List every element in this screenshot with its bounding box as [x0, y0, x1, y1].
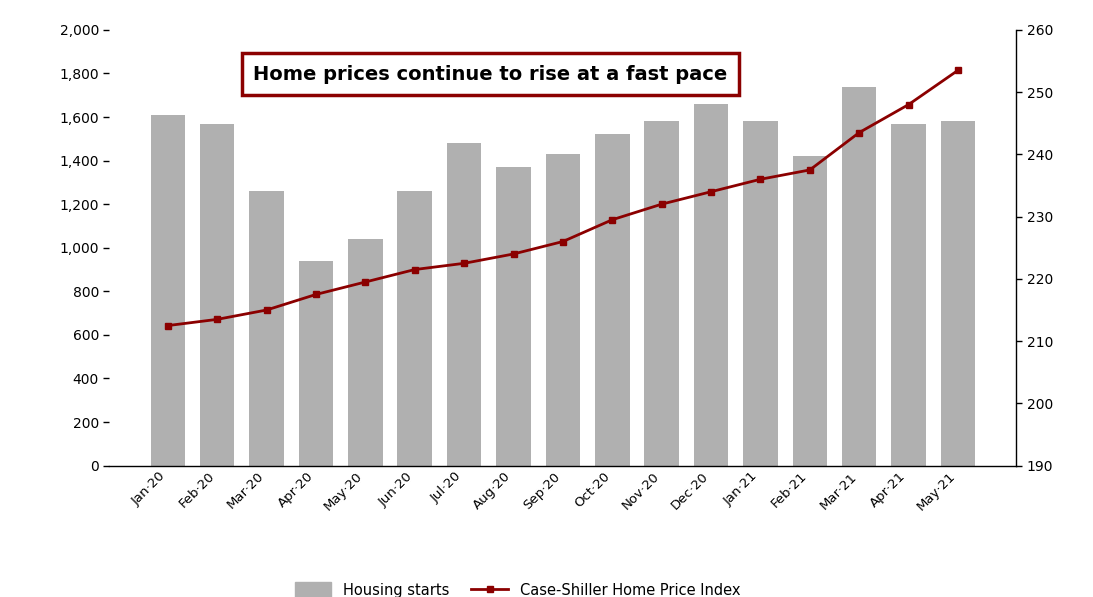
Bar: [348, 239, 383, 466]
Bar: [792, 156, 827, 466]
Bar: [398, 191, 432, 466]
Bar: [595, 134, 630, 466]
Bar: [249, 191, 284, 466]
Bar: [891, 124, 926, 466]
Bar: [298, 261, 333, 466]
Legend: Housing starts, Case-Shiller Home Price Index: Housing starts, Case-Shiller Home Price …: [295, 583, 740, 597]
Bar: [151, 115, 185, 466]
Bar: [694, 104, 728, 466]
Bar: [545, 154, 580, 466]
Bar: [645, 121, 679, 466]
Bar: [941, 121, 975, 466]
Text: Home prices continue to rise at a fast pace: Home prices continue to rise at a fast p…: [254, 64, 728, 84]
Bar: [842, 87, 877, 466]
Bar: [496, 167, 531, 466]
Bar: [743, 121, 778, 466]
Bar: [200, 124, 235, 466]
Bar: [447, 143, 481, 466]
